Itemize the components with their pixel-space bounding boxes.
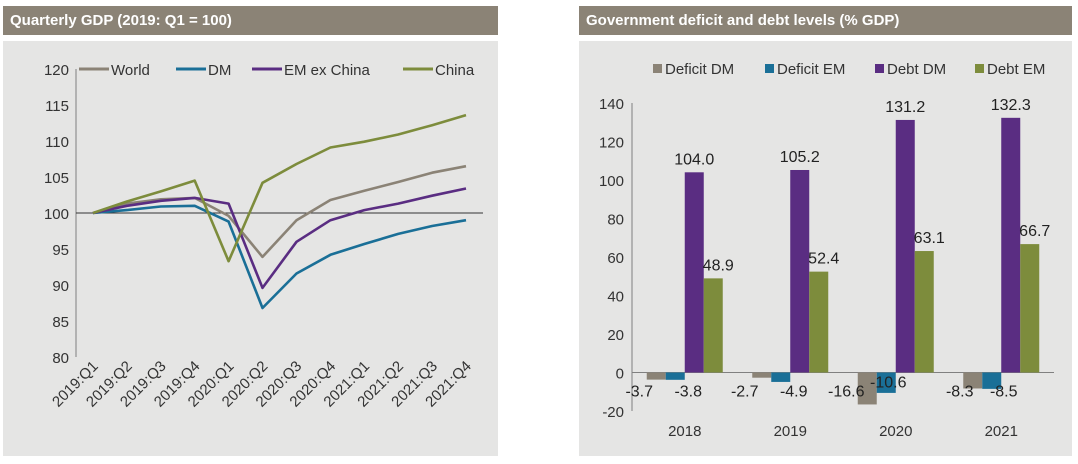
- debt-bar-deficit-em-2021: [982, 372, 1002, 389]
- debt-y-tick-label: 60: [607, 250, 624, 267]
- deficit-debt-chart-plot-area: -20 0 20 40 60 80 100 120 140 -3.7 -3.8 104.0 48.9 20…: [579, 41, 1072, 456]
- debt-x-tick-label: 2021: [985, 423, 1018, 440]
- gdp-series-line-china: [92, 113, 467, 263]
- debt-bar-debt-em-2018: [703, 278, 723, 373]
- debt-legend-label-deficit-em: Deficit EM: [777, 61, 845, 78]
- debt-data-label: -4.9: [780, 384, 808, 401]
- deficit-debt-chart-panel: Government deficit and debt levels (% GD…: [579, 6, 1072, 456]
- debt-bar-debt-dm-2021: [1001, 117, 1021, 373]
- debt-legend-swatch-deficit-dm: [653, 64, 662, 73]
- debt-y-tick-label: 20: [607, 327, 624, 344]
- gdp-legend-label-dm: DM: [208, 62, 231, 79]
- debt-data-label: -8.5: [990, 384, 1018, 401]
- gdp-y-tick-label: 80: [52, 350, 69, 367]
- gdp-legend-label-china: China: [435, 62, 475, 79]
- gdp-y-tick-label: 85: [52, 314, 69, 331]
- gdp-y-tick-label: 120: [44, 62, 69, 79]
- debt-bar-debt-dm-2018: [684, 172, 704, 373]
- debt-data-label: 63.1: [914, 230, 945, 247]
- debt-bar-deficit-em-2018: [665, 372, 685, 380]
- gdp-chart-panel: Quarterly GDP (2019: Q1 = 100) 80 85 90 95 1…: [3, 6, 498, 456]
- gdp-series-line-world: [92, 164, 467, 259]
- gdp-y-tick-label: 90: [52, 278, 69, 295]
- debt-data-label: -10.6: [870, 375, 907, 392]
- debt-data-label: 48.9: [703, 257, 734, 274]
- debt-bar-debt-dm-2019: [790, 169, 810, 373]
- debt-bar-deficit-dm-2020: [857, 372, 877, 405]
- gdp-y-tick-label: 110: [45, 134, 69, 151]
- debt-data-label: -3.8: [674, 384, 702, 401]
- gdp-chart-title: Quarterly GDP (2019: Q1 = 100): [3, 6, 498, 35]
- debt-bar-deficit-dm-2019: [752, 372, 772, 378]
- debt-y-tick-label: 0: [616, 366, 624, 383]
- debt-data-label: -3.7: [625, 384, 653, 401]
- gdp-y-tick-label: 95: [52, 242, 69, 259]
- gdp-legend-label-world: World: [111, 62, 150, 79]
- debt-data-label: 131.2: [885, 99, 925, 116]
- debt-legend-label-debt-em: Debt EM: [987, 61, 1045, 78]
- debt-bar-deficit-em-2020: [876, 372, 896, 393]
- debt-bar-debt-em-2021: [1020, 244, 1040, 373]
- debt-legend-swatch-debt-dm: [875, 64, 884, 73]
- debt-data-label: -8.3: [946, 384, 974, 401]
- debt-data-label: 66.7: [1019, 223, 1050, 240]
- deficit-debt-bar-chart: -20 0 20 40 60 80 100 120 140 -3.7 -3.8 104.0 48.9 20…: [599, 61, 1054, 440]
- gdp-line-chart: 808590951001051101151202019:Q12019:Q2201…: [44, 62, 483, 411]
- gdp-series-line-dm: [92, 204, 467, 310]
- debt-data-label: 132.3: [991, 97, 1031, 114]
- debt-legend-swatch-deficit-em: [765, 64, 774, 73]
- debt-legend-label-deficit-dm: Deficit DM: [665, 61, 734, 78]
- debt-data-label: 52.4: [808, 251, 839, 268]
- debt-y-tick-label: 40: [607, 289, 624, 306]
- debt-y-tick-label: 80: [607, 212, 624, 229]
- debt-x-tick-label: 2019: [774, 423, 807, 440]
- debt-y-tick-label: -20: [602, 404, 624, 421]
- gdp-legend-label-em-ex-china: EM ex China: [284, 62, 371, 79]
- debt-data-label: 105.2: [780, 149, 820, 166]
- gdp-y-tick-label: 115: [45, 98, 69, 115]
- gdp-chart-plot-area: 80 85 90 95 100 105 110 115 120 2019:Q1 2019:Q2 201…: [3, 41, 498, 456]
- debt-legend-label-debt-dm: Debt DM: [887, 61, 946, 78]
- debt-bar-debt-em-2019: [809, 271, 829, 373]
- debt-data-label: 104.0: [674, 151, 714, 168]
- debt-x-tick-label: 2018: [668, 423, 701, 440]
- debt-bar-debt-em-2020: [914, 251, 934, 373]
- debt-bar-deficit-em-2019: [771, 372, 791, 382]
- gdp-y-tick-label: 100: [44, 206, 69, 223]
- debt-data-label: -16.6: [828, 384, 865, 401]
- debt-bar-deficit-dm-2021: [963, 372, 983, 389]
- deficit-debt-chart-title: Government deficit and debt levels (% GD…: [579, 6, 1072, 35]
- debt-y-tick-label: 140: [599, 96, 624, 113]
- debt-y-tick-label: 100: [599, 173, 624, 190]
- debt-x-tick-label: 2020: [879, 423, 912, 440]
- debt-legend-swatch-debt-em: [975, 64, 984, 73]
- gdp-y-tick-label: 105: [44, 170, 69, 187]
- gdp-series-line-em-ex-china: [92, 187, 467, 290]
- debt-bar-debt-dm-2020: [895, 119, 915, 373]
- debt-data-label: -2.7: [731, 384, 759, 401]
- debt-bar-deficit-dm-2018: [646, 372, 666, 380]
- debt-y-tick-label: 120: [599, 135, 624, 152]
